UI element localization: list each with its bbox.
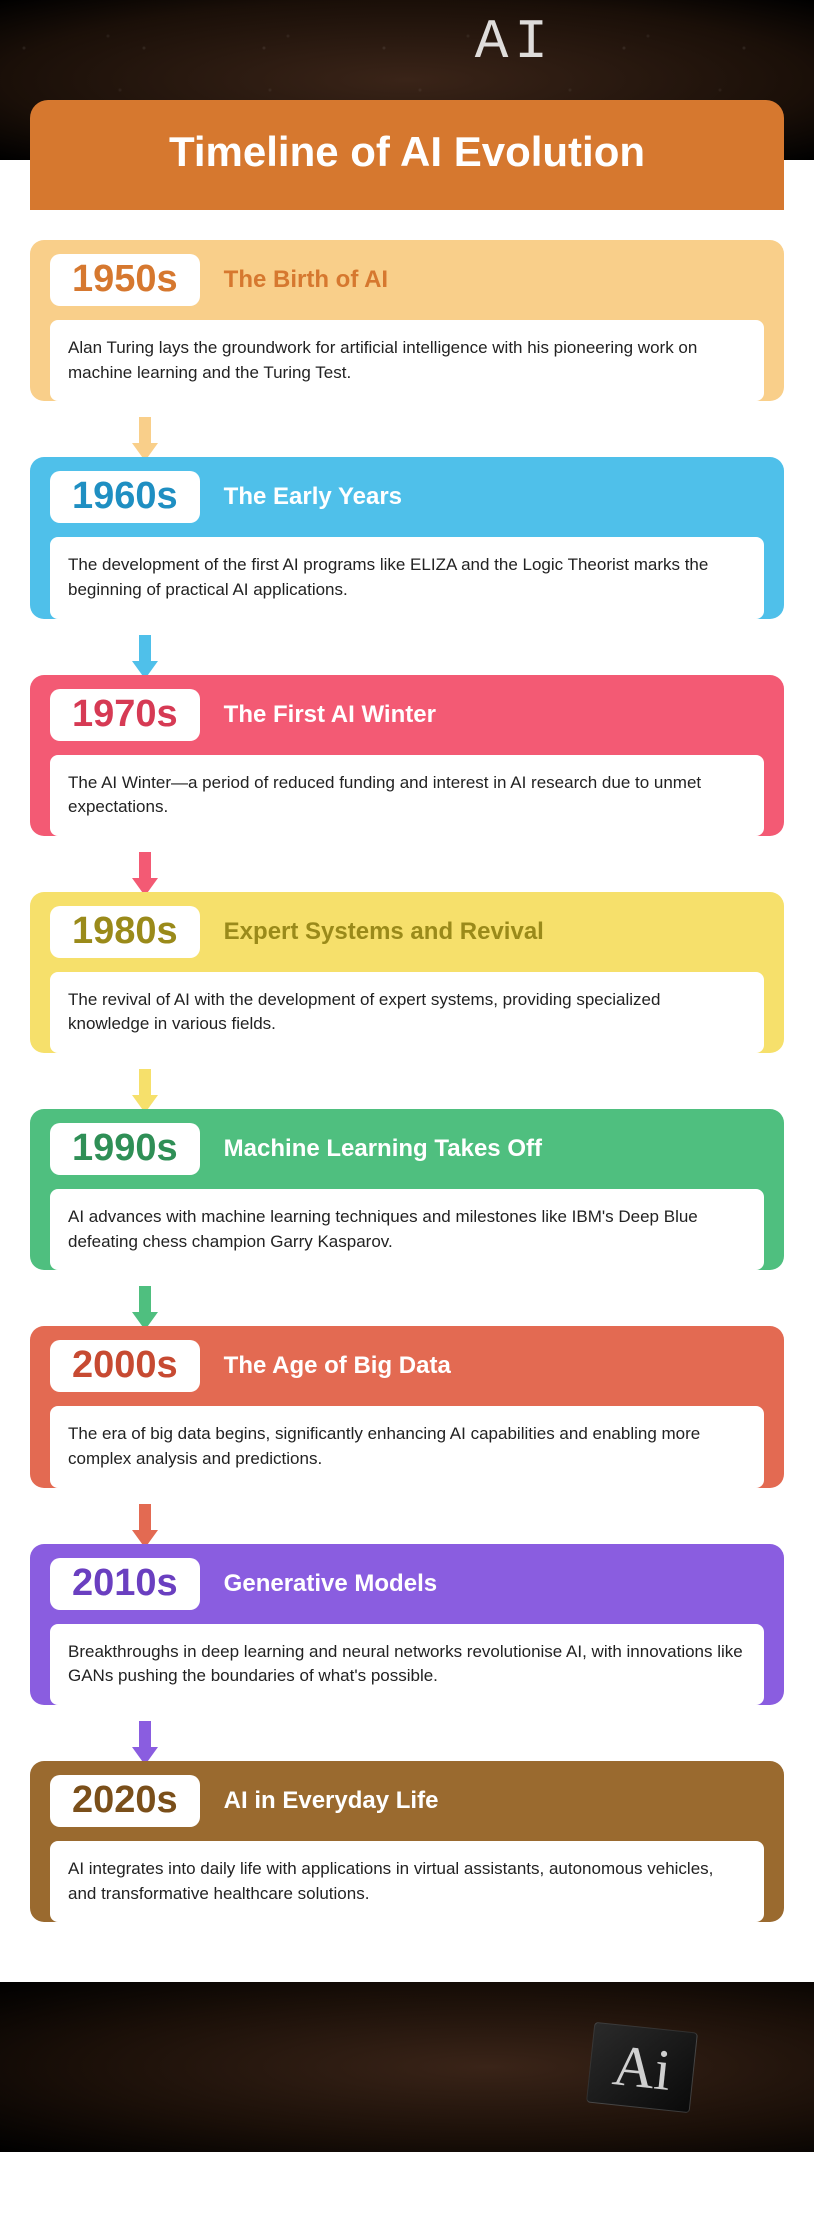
title-bar: Timeline of AI Evolution xyxy=(30,100,784,210)
era-body: The era of big data begins, significantl… xyxy=(50,1406,764,1487)
era-header: 1960s The Early Years xyxy=(30,457,784,533)
connector-arrow-icon xyxy=(30,1721,784,1765)
decade-pill: 1950s xyxy=(50,254,200,306)
era-block: 1970s The First AI Winter The AI Winter—a … xyxy=(30,675,784,836)
era-title: Machine Learning Takes Off xyxy=(224,1135,542,1163)
decade-pill: 1960s xyxy=(50,471,200,523)
page-title: Timeline of AI Evolution xyxy=(70,128,744,176)
connector-arrow-icon xyxy=(30,1286,784,1330)
era-title: The First AI Winter xyxy=(224,701,436,729)
era-header: 1990s Machine Learning Takes Off xyxy=(30,1109,784,1185)
era-body: Breakthroughs in deep learning and neura… xyxy=(50,1624,764,1705)
era-title: The Early Years xyxy=(224,483,402,511)
era-title: AI in Everyday Life xyxy=(224,1787,439,1815)
era-block: 2010s Generative Models Breakthroughs in d… xyxy=(30,1544,784,1705)
connector-arrow-icon xyxy=(30,1504,784,1548)
era-block: 1950s The Birth of AI Alan Turing lays the… xyxy=(30,240,784,401)
connector-arrow-icon xyxy=(30,1069,784,1113)
header-ai-graphic: AI xyxy=(475,10,554,74)
decade-pill: 1980s xyxy=(50,906,200,958)
era-block: 1960s The Early Years The development of t… xyxy=(30,457,784,618)
era-header: 1980s Expert Systems and Revival xyxy=(30,892,784,968)
era-header: 2000s The Age of Big Data xyxy=(30,1326,784,1402)
era-block: 2020s AI in Everyday Life AI integrates in… xyxy=(30,1761,784,1922)
decade-pill: 2010s xyxy=(50,1558,200,1610)
era-body: Alan Turing lays the groundwork for arti… xyxy=(50,320,764,401)
connector-arrow-icon xyxy=(30,417,784,461)
footer-banner xyxy=(0,1982,814,2152)
era-header: 1970s The First AI Winter xyxy=(30,675,784,751)
era-header: 1950s The Birth of AI xyxy=(30,240,784,316)
era-body: The development of the first AI programs… xyxy=(50,537,764,618)
era-block: 1990s Machine Learning Takes Off AI advanc… xyxy=(30,1109,784,1270)
era-block: 1980s Expert Systems and Revival The reviv… xyxy=(30,892,784,1053)
era-body: AI advances with machine learning techni… xyxy=(50,1189,764,1270)
connector-arrow-icon xyxy=(30,635,784,679)
decade-pill: 2020s xyxy=(50,1775,200,1827)
era-block: 2000s The Age of Big Data The era of big d… xyxy=(30,1326,784,1487)
era-body: The revival of AI with the development o… xyxy=(50,972,764,1053)
era-title: Generative Models xyxy=(224,1570,437,1598)
era-header: 2020s AI in Everyday Life xyxy=(30,1761,784,1837)
connector-arrow-icon xyxy=(30,852,784,896)
decade-pill: 1970s xyxy=(50,689,200,741)
era-header: 2010s Generative Models xyxy=(30,1544,784,1620)
era-title: The Birth of AI xyxy=(224,266,388,294)
decade-pill: 1990s xyxy=(50,1123,200,1175)
timeline-container: 1950s The Birth of AI Alan Turing lays the… xyxy=(0,210,814,1982)
decade-pill: 2000s xyxy=(50,1340,200,1392)
era-body: The AI Winter—a period of reduced fundin… xyxy=(50,755,764,836)
era-body: AI integrates into daily life with appli… xyxy=(50,1841,764,1922)
era-title: Expert Systems and Revival xyxy=(224,918,544,946)
era-title: The Age of Big Data xyxy=(224,1352,451,1380)
